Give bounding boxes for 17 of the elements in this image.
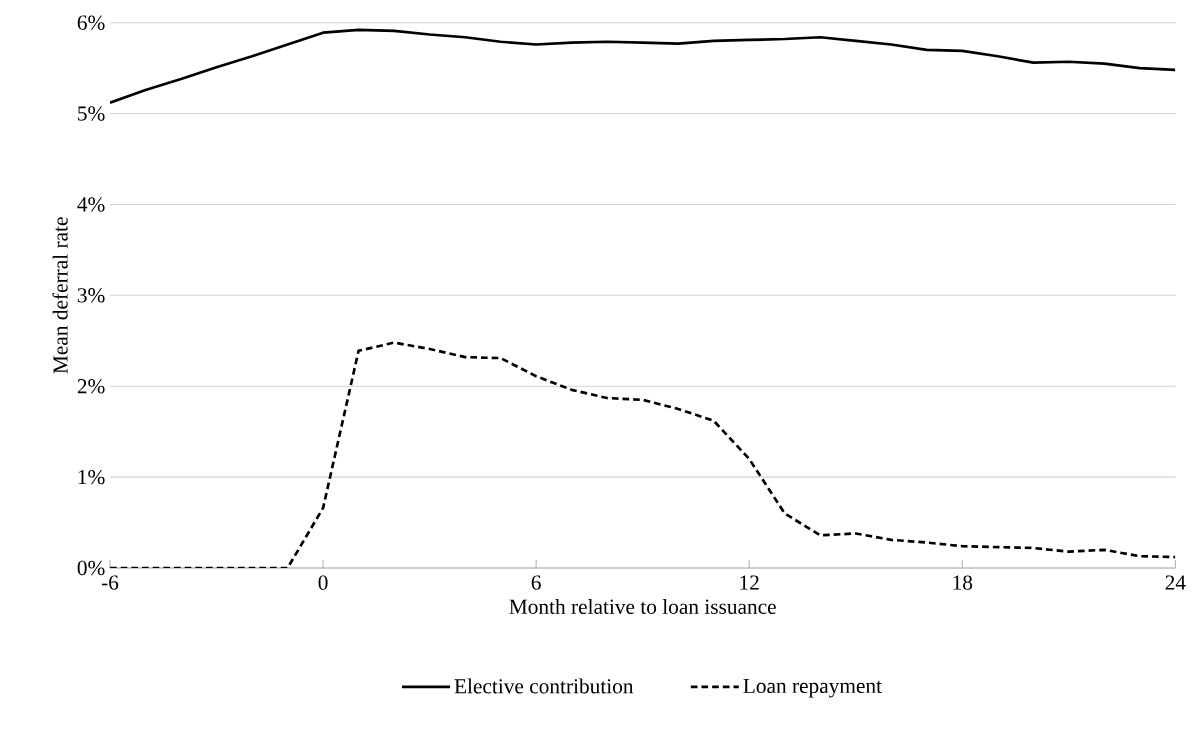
x-tick-label: 6 <box>531 575 541 590</box>
x-tick-label: 0 <box>318 575 328 590</box>
y-tick-label: 1% <box>78 469 105 485</box>
y-tick-label: 4% <box>77 197 105 212</box>
y-axis-title: Mean deferral rate <box>52 217 68 374</box>
x-tick-label: 18 <box>953 575 973 590</box>
y-tick-label: 6% <box>77 15 105 30</box>
x-tick-label: -6 <box>101 575 119 590</box>
legend-label: Elective contribution <box>454 678 634 694</box>
y-tick-label: 3% <box>77 288 105 303</box>
x-tick-label: 12 <box>740 575 759 590</box>
x-axis-title: Month relative to loan issuance <box>509 598 776 614</box>
legend-label: Loan repayment <box>743 678 882 698</box>
y-tick-label: 2% <box>77 379 105 394</box>
y-tick-label: 5% <box>78 106 105 121</box>
x-tick-label: 24 <box>1165 575 1186 590</box>
y-tick-label: 0% <box>77 560 105 576</box>
